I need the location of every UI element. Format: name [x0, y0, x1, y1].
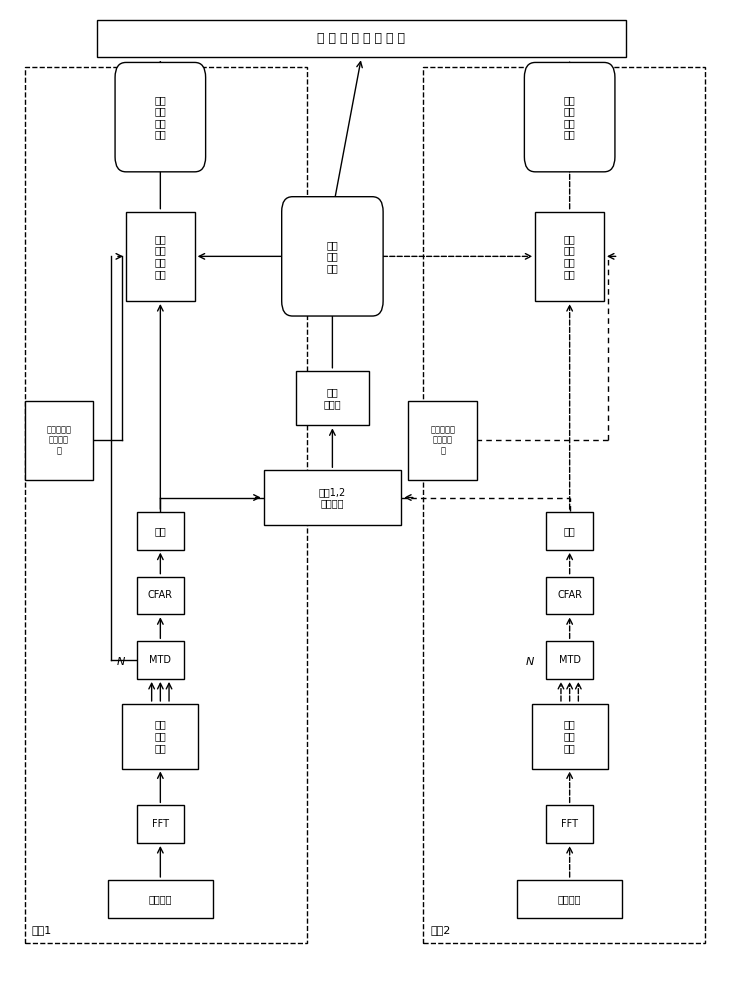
FancyBboxPatch shape	[296, 371, 369, 425]
Text: 检测: 检测	[564, 526, 575, 536]
Text: 距离
脉压
处理: 距离 脉压 处理	[564, 720, 575, 753]
Text: 点迹
航迹
关联
处理: 点迹 航迹 关联 处理	[155, 234, 166, 279]
Text: 通道2: 通道2	[430, 925, 450, 935]
FancyBboxPatch shape	[524, 62, 615, 172]
Text: MTD: MTD	[558, 655, 580, 665]
FancyBboxPatch shape	[115, 62, 206, 172]
FancyBboxPatch shape	[123, 704, 199, 768]
Text: FFT: FFT	[561, 819, 578, 829]
Text: 航迹
数据
关联
处理: 航迹 数据 关联 处理	[564, 95, 575, 140]
Text: CFAR: CFAR	[557, 590, 582, 600]
Text: 检测: 检测	[155, 526, 166, 536]
Text: 距离
脉压
处理: 距离 脉压 处理	[155, 720, 166, 753]
Text: FFT: FFT	[152, 819, 169, 829]
FancyBboxPatch shape	[97, 20, 626, 57]
Text: MTD: MTD	[150, 655, 172, 665]
Text: 采相数据: 采相数据	[149, 894, 172, 904]
FancyBboxPatch shape	[546, 577, 593, 614]
FancyBboxPatch shape	[531, 704, 607, 768]
FancyBboxPatch shape	[535, 212, 604, 301]
Text: 航迹
数据
关联
处理: 航迹 数据 关联 处理	[155, 95, 166, 140]
FancyBboxPatch shape	[108, 880, 213, 918]
Text: N: N	[526, 657, 534, 667]
Text: 通道1: 通道1	[32, 925, 52, 935]
FancyBboxPatch shape	[282, 197, 383, 316]
Text: CFAR: CFAR	[148, 590, 173, 600]
FancyBboxPatch shape	[137, 641, 184, 679]
FancyBboxPatch shape	[25, 401, 93, 480]
FancyBboxPatch shape	[546, 512, 593, 550]
FancyBboxPatch shape	[546, 641, 593, 679]
Text: 比较
处理器: 比较 处理器	[323, 387, 341, 409]
FancyBboxPatch shape	[517, 880, 622, 918]
Text: 通道1,2
信号处理: 通道1,2 信号处理	[319, 487, 346, 508]
Text: 点迹
航迹
关联
处理: 点迹 航迹 关联 处理	[564, 234, 575, 279]
FancyBboxPatch shape	[137, 577, 184, 614]
Text: N: N	[117, 657, 125, 667]
Text: 目 标 跟 踪 处 理 结 果: 目 标 跟 踪 处 理 结 果	[318, 32, 405, 45]
Text: 点迹
关联
处理: 点迹 关联 处理	[326, 240, 338, 273]
FancyBboxPatch shape	[264, 470, 402, 525]
Text: 采相数据: 采相数据	[558, 894, 581, 904]
FancyBboxPatch shape	[137, 805, 184, 843]
FancyBboxPatch shape	[546, 805, 593, 843]
Text: 获最目标不
被跟踪概
率: 获最目标不 被跟踪概 率	[47, 425, 72, 455]
FancyBboxPatch shape	[409, 401, 477, 480]
Text: 获最目标不
被跟踪概
率: 获最目标不 被跟踪概 率	[431, 425, 456, 455]
FancyBboxPatch shape	[126, 212, 195, 301]
FancyBboxPatch shape	[137, 512, 184, 550]
